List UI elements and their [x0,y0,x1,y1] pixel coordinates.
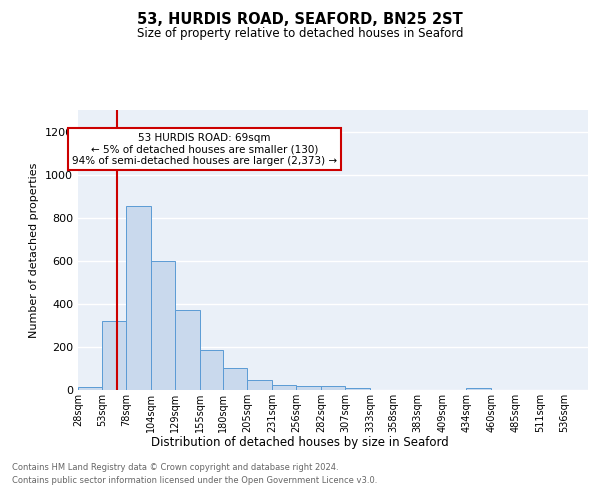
Text: Contains HM Land Registry data © Crown copyright and database right 2024.: Contains HM Land Registry data © Crown c… [12,464,338,472]
Text: 53, HURDIS ROAD, SEAFORD, BN25 2ST: 53, HURDIS ROAD, SEAFORD, BN25 2ST [137,12,463,28]
Bar [247,380,272,390]
Text: Contains public sector information licensed under the Open Government Licence v3: Contains public sector information licen… [12,476,377,485]
Bar [175,310,200,390]
Bar [151,261,175,390]
Text: Size of property relative to detached houses in Seaford: Size of property relative to detached ho… [137,28,463,40]
Y-axis label: Number of detached properties: Number of detached properties [29,162,40,338]
Bar [223,368,247,390]
Bar [345,388,370,390]
Bar [272,386,296,390]
Bar [78,387,102,390]
Bar [126,206,151,390]
Text: 53 HURDIS ROAD: 69sqm
← 5% of detached houses are smaller (130)
94% of semi-deta: 53 HURDIS ROAD: 69sqm ← 5% of detached h… [72,132,337,166]
Text: Distribution of detached houses by size in Seaford: Distribution of detached houses by size … [151,436,449,449]
Bar [200,350,223,390]
Bar [296,386,321,390]
Bar [102,321,126,390]
Bar [321,386,345,390]
Bar [466,388,491,390]
